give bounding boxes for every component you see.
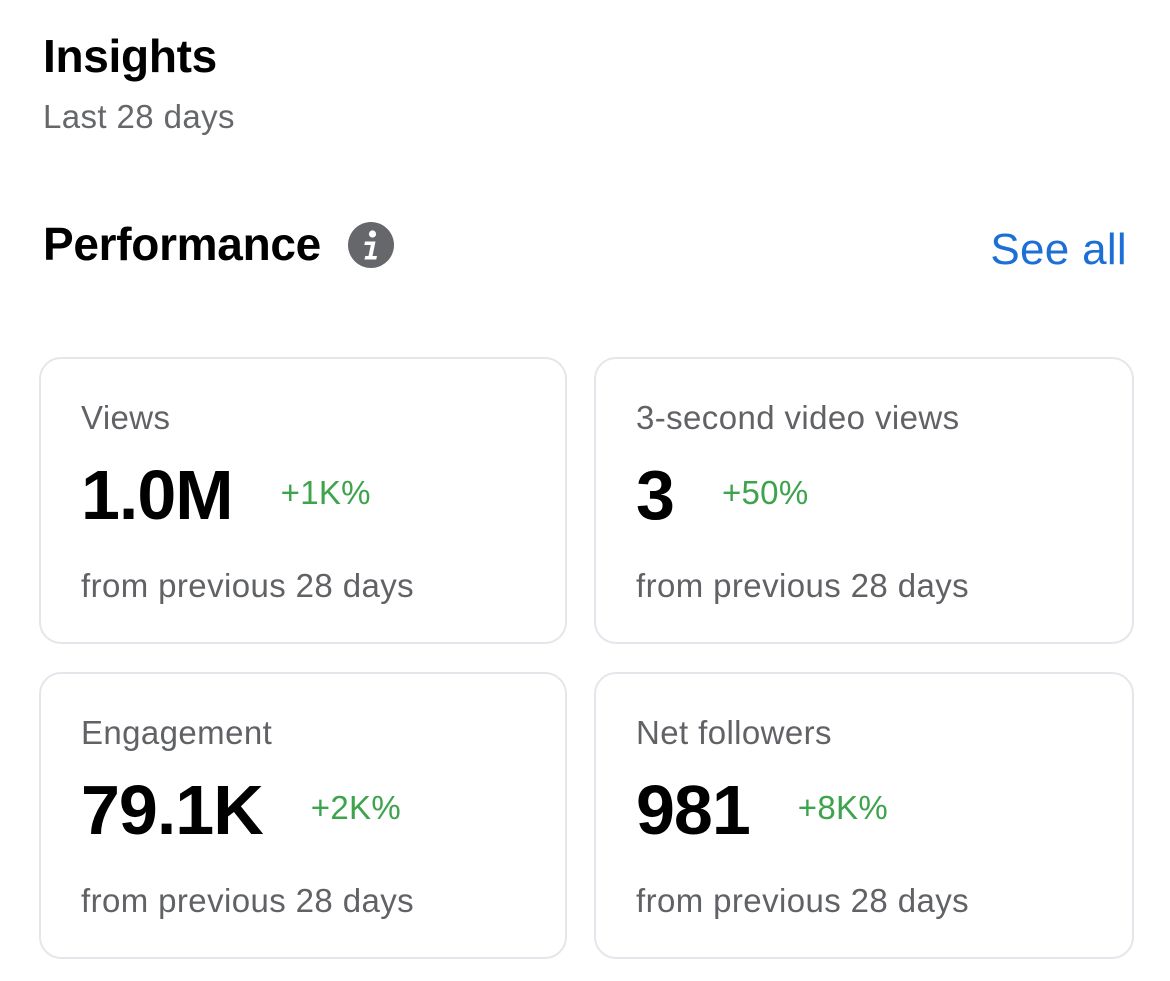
metric-change: +50%	[721, 474, 809, 511]
metric-value-row: 981 +8K%	[636, 770, 888, 850]
metric-value-row: 3 +50%	[636, 455, 808, 535]
metric-footnote: from previous 28 days	[636, 882, 970, 919]
metric-value: 79.1K	[81, 771, 264, 849]
metric-card-3-second-video-views[interactable]: 3-second video views 3 +50% from previou…	[594, 357, 1134, 644]
metric-change: +8K%	[797, 789, 888, 826]
metric-change: +1K%	[280, 474, 371, 511]
info-icon[interactable]	[348, 222, 394, 268]
metric-value-row: 1.0M +1K%	[81, 455, 371, 535]
see-all-link[interactable]: See all	[990, 225, 1127, 274]
metric-value-row: 79.1K +2K%	[81, 770, 401, 850]
metric-label: Engagement	[81, 714, 273, 751]
metric-card-net-followers[interactable]: Net followers 981 +8K% from previous 28 …	[594, 672, 1134, 959]
metric-footnote: from previous 28 days	[636, 567, 970, 604]
metric-card-views[interactable]: Views 1.0M +1K% from previous 28 days	[39, 357, 567, 644]
performance-title: Performance	[43, 218, 321, 270]
metric-label: Net followers	[636, 714, 832, 751]
metric-card-engagement[interactable]: Engagement 79.1K +2K% from previous 28 d…	[39, 672, 567, 959]
date-range-subtitle: Last 28 days	[43, 98, 235, 135]
metric-value: 1.0M	[81, 456, 234, 534]
metric-footnote: from previous 28 days	[81, 882, 415, 919]
metric-label: 3-second video views	[636, 399, 960, 436]
metric-change: +2K%	[310, 789, 401, 826]
metric-value: 981	[636, 771, 751, 849]
performance-header: Performance See all	[43, 214, 1127, 278]
page-title: Insights	[43, 30, 217, 82]
metric-footnote: from previous 28 days	[81, 567, 415, 604]
metric-label: Views	[81, 399, 171, 436]
metric-value: 3	[636, 456, 675, 534]
